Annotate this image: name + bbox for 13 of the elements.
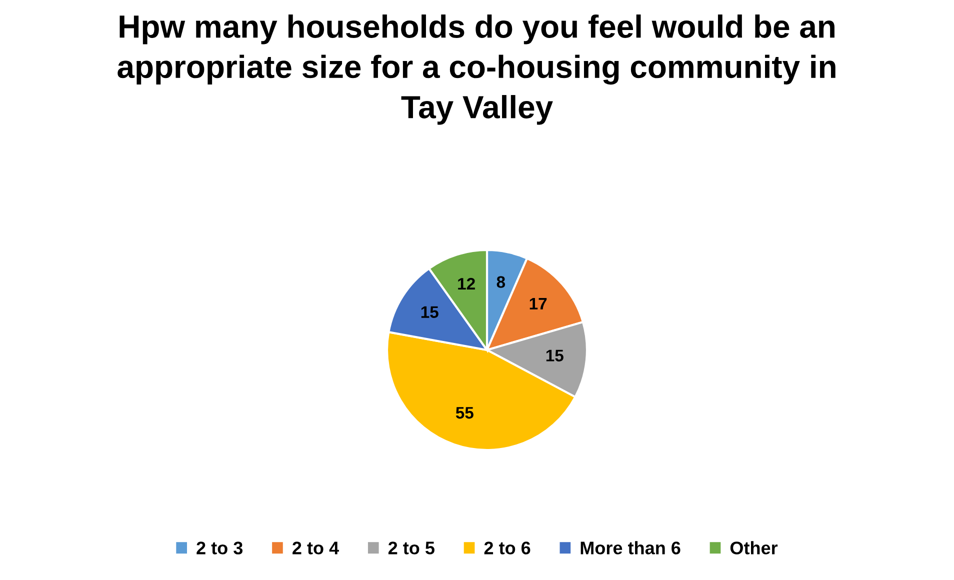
data-label: 17 [530, 298, 547, 310]
legend-label: Other [730, 541, 778, 554]
legend-label: More than 6 [580, 541, 680, 554]
legend-label: 2 to 4 [292, 542, 339, 554]
data-label: 12 [458, 278, 475, 290]
data-label: 8 [496, 276, 506, 288]
legend-label: 2 to 6 [484, 542, 530, 554]
chart-title: Hpw many households do you feel would be an appropriate size for a co-housing community in Tay Valley [118, 14, 836, 125]
legend-label: 2 to 3 [196, 542, 243, 554]
data-label: 15 [546, 350, 564, 362]
data-label: 15 [421, 306, 438, 318]
legend-label: 2 to 5 [388, 542, 434, 554]
data-label: 55 [456, 407, 474, 419]
